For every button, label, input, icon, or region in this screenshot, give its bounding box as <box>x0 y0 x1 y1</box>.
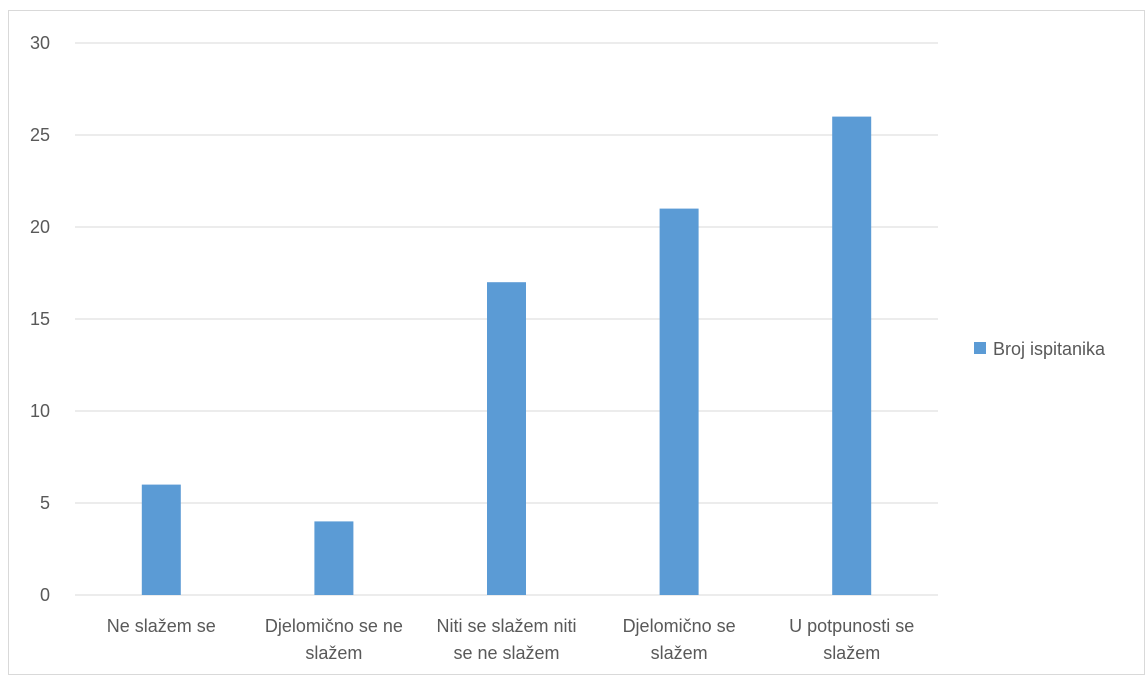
y-tick-label: 5 <box>40 493 50 513</box>
x-axis-ticks: Ne slažem se Djelomično se ne slažem Niti s… <box>107 616 914 663</box>
legend-label: Broj ispitanika <box>993 339 1106 359</box>
bar[interactable] <box>141 484 181 595</box>
y-tick-label: 10 <box>30 401 50 421</box>
gridlines <box>75 42 938 596</box>
chart-frame <box>8 10 1145 675</box>
bar[interactable] <box>832 116 872 595</box>
y-tick-label: 0 <box>40 585 50 605</box>
bar[interactable] <box>314 521 354 595</box>
y-tick-label: 30 <box>30 33 50 53</box>
x-tick-label: slažem <box>651 643 708 663</box>
bars <box>141 116 872 595</box>
y-tick-label: 20 <box>30 217 50 237</box>
y-tick-label: 15 <box>30 309 50 329</box>
y-axis-ticks: 0 5 10 15 20 25 30 <box>30 33 50 605</box>
x-tick-label: Djelomično se <box>623 616 736 636</box>
x-tick-label: Niti se slažem niti <box>436 616 576 636</box>
bar[interactable] <box>487 282 526 595</box>
x-tick-label: se ne slažem <box>453 643 559 663</box>
legend-swatch <box>974 342 986 354</box>
x-tick-label: Djelomično se ne <box>265 616 403 636</box>
legend[interactable]: Broj ispitanika <box>974 339 1106 359</box>
x-tick-label: Ne slažem se <box>107 616 216 636</box>
x-tick-label: slažem <box>305 643 362 663</box>
x-tick-label: U potpunosti se <box>789 616 914 636</box>
bar[interactable] <box>659 208 699 595</box>
y-tick-label: 25 <box>30 125 50 145</box>
x-tick-label: slažem <box>823 643 880 663</box>
